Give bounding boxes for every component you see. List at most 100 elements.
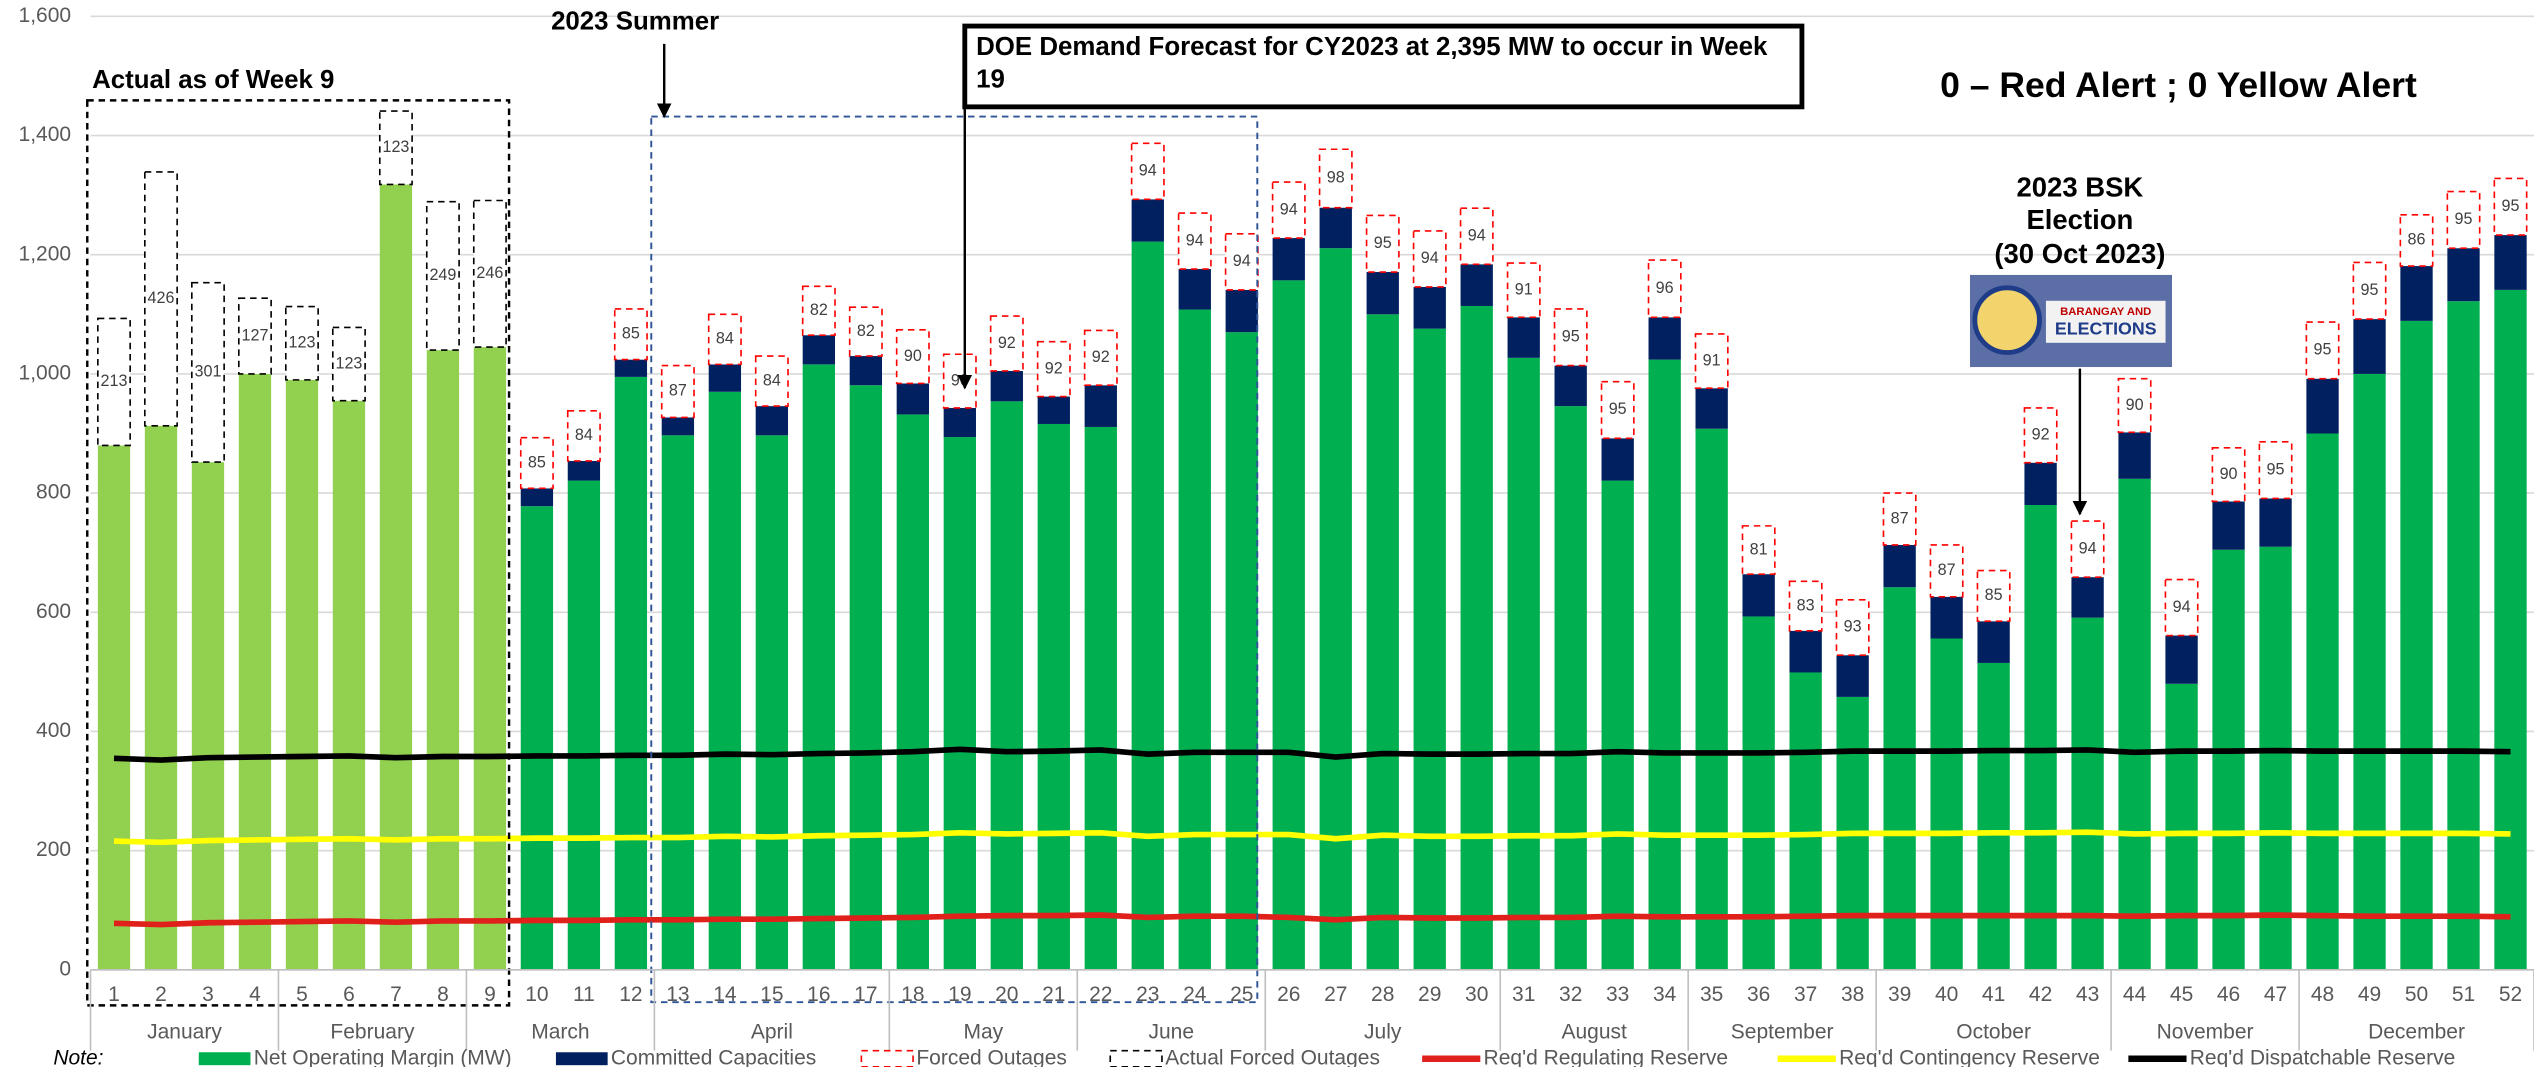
x-tick-label: 37: [1794, 983, 1817, 1006]
bar: [2447, 301, 2479, 970]
data-label: 246: [476, 264, 503, 282]
x-tick-label: 12: [619, 983, 642, 1006]
y-tick-label: 800: [36, 481, 71, 504]
x-tick-label: 44: [2123, 983, 2147, 1006]
bar: [568, 461, 600, 481]
x-tick-label: 15: [760, 983, 783, 1006]
data-label: 249: [429, 266, 456, 284]
bar: [1649, 360, 1681, 970]
data-label: 94: [2079, 539, 2097, 557]
legend-label: Req'd Contingency Reserve: [1839, 1046, 2100, 1067]
x-tick-label: 24: [1183, 983, 1207, 1006]
bar: [1414, 287, 1446, 329]
bar: [2400, 321, 2432, 970]
bar: [1132, 242, 1164, 970]
x-tick-label: 49: [2358, 983, 2381, 1006]
group-label: February: [330, 1020, 415, 1043]
bar: [1555, 366, 1587, 407]
legend-label: Net Operating Margin (MW): [254, 1046, 512, 1067]
x-tick-label: 25: [1230, 983, 1253, 1006]
bar: [1226, 332, 1258, 970]
bar: [2212, 550, 2244, 970]
bar: [662, 417, 694, 435]
y-tick-label: 400: [36, 719, 71, 742]
x-tick-label: 17: [854, 983, 877, 1006]
bar: [850, 356, 882, 385]
bar: [1742, 574, 1774, 616]
x-tick-label: 1: [108, 983, 120, 1006]
x-tick-label: 43: [2076, 983, 2099, 1006]
bar: [474, 347, 506, 970]
bar: [756, 435, 788, 970]
bar: [427, 350, 459, 970]
data-label: 95: [1609, 400, 1627, 418]
bar: [1085, 385, 1117, 427]
group-label: October: [1956, 1020, 2031, 1043]
x-tick-label: 46: [2217, 983, 2240, 1006]
group-label: December: [2368, 1020, 2465, 1043]
bar: [1085, 427, 1117, 970]
legend-swatch: [861, 1051, 913, 1067]
data-label: 127: [241, 326, 268, 344]
bar: [991, 371, 1023, 401]
data-label: 90: [2220, 465, 2238, 483]
data-label: 94: [1186, 231, 1204, 249]
annotation: DOE Demand Forecast for CY2023 at 2,395 …: [976, 33, 1792, 98]
bar: [1836, 655, 1868, 697]
data-label: 95: [1374, 234, 1392, 252]
x-tick-label: 50: [2405, 983, 2428, 1006]
x-tick-label: 20: [995, 983, 1018, 1006]
x-tick-label: 4: [249, 983, 261, 1006]
annotation: Election: [2026, 204, 2133, 235]
data-label: 92: [998, 334, 1016, 352]
bar: [1649, 317, 1681, 359]
bar: [615, 360, 647, 377]
data-label: 95: [2267, 460, 2285, 478]
group-label: May: [963, 1020, 1003, 1043]
bar: [1508, 317, 1540, 358]
data-label: 81: [1750, 540, 1768, 558]
legend: Net Operating Margin (MW)Committed Capac…: [199, 1046, 2455, 1067]
bar: [1696, 388, 1728, 429]
data-label: 123: [335, 354, 362, 372]
line: [114, 749, 2511, 760]
bar: [1367, 272, 1399, 314]
group-label: April: [751, 1020, 793, 1043]
group-label: November: [2157, 1020, 2254, 1043]
x-tick-label: 48: [2311, 983, 2334, 1006]
bar: [2400, 266, 2432, 321]
legend-swatch: [1110, 1051, 1162, 1067]
group-label: June: [1149, 1020, 1195, 1043]
y-tick-label: 1,000: [19, 361, 72, 384]
logo-text: ELECTIONS: [2055, 319, 2157, 339]
group-label: September: [1731, 1020, 1834, 1043]
legend-label: Forced Outages: [916, 1046, 1067, 1067]
bar: [897, 383, 929, 414]
x-tick-label: 41: [1982, 983, 2005, 1006]
x-tick-label: 32: [1559, 983, 1582, 1006]
bar: [1883, 587, 1915, 970]
data-label: 91: [1703, 351, 1721, 369]
note: Note:: [53, 1046, 103, 1067]
bar: [2494, 235, 2526, 290]
x-tick-label: 40: [1935, 983, 1958, 1006]
bar: [2353, 319, 2385, 374]
x-tick-label: 26: [1277, 983, 1300, 1006]
legend-swatch: [556, 1052, 608, 1065]
bar: [1696, 429, 1728, 970]
bar: [1038, 424, 1070, 970]
logo-seal: [1975, 288, 2040, 353]
bar: [333, 401, 365, 970]
y-tick-label: 1,400: [19, 123, 72, 146]
logo-text: BARANGAY AND: [2060, 306, 2151, 318]
bar: [2212, 501, 2244, 549]
bar: [98, 445, 130, 969]
annotation: Actual as of Week 9: [92, 66, 334, 94]
bar: [192, 462, 224, 970]
x-tick-label: 39: [1888, 983, 1911, 1006]
x-tick-label: 30: [1465, 983, 1488, 1006]
data-label: 86: [2408, 231, 2426, 249]
legend-swatch: [199, 1052, 251, 1065]
x-tick-label: 52: [2499, 983, 2522, 1006]
x-tick-label: 5: [296, 983, 308, 1006]
